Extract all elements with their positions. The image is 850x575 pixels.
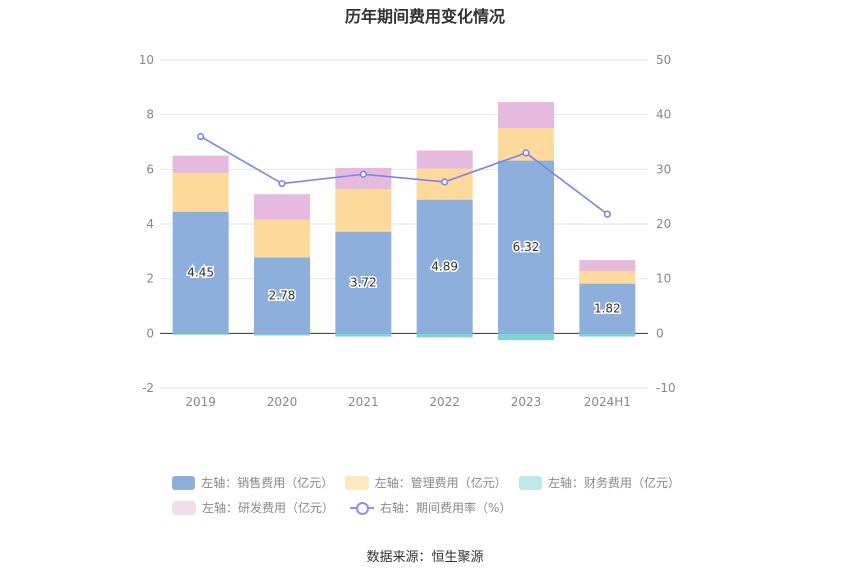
bar-sales xyxy=(416,199,473,334)
bar-finance xyxy=(579,333,636,337)
legend-item-admin[interactable]: 左轴：管理费用（亿元） xyxy=(345,474,507,491)
data-source: 数据来源：恒生聚源 xyxy=(366,550,484,565)
legend-swatch-finance xyxy=(518,475,542,490)
x-tick-label: 2019 xyxy=(185,395,216,409)
x-tick-label: 2024H1 xyxy=(584,395,631,409)
legend: 左轴：销售费用（亿元） 左轴：管理费用（亿元） 左轴：财务费用（亿元） 左轴：研… xyxy=(172,470,692,520)
y-left-tick-label: -2 xyxy=(142,381,154,395)
y-left-tick-label: 0 xyxy=(146,326,154,340)
legend-swatch-rnd xyxy=(172,500,196,515)
data-label-sales: 3.72 xyxy=(350,275,377,289)
bar-finance xyxy=(335,333,392,337)
bar-finance xyxy=(498,333,554,341)
legend-item-rate[interactable]: 右轴：期间费用率（%） xyxy=(350,499,511,516)
bar-admin xyxy=(579,271,636,284)
bar-sales xyxy=(254,257,310,334)
legend-swatch-sales xyxy=(172,475,196,490)
bar-rnd xyxy=(254,194,310,220)
y-right-tick-label: 40 xyxy=(656,108,671,122)
bar-finance xyxy=(416,333,473,338)
legend-label-sales: 左轴：销售费用（亿元） xyxy=(201,476,334,490)
bar-sales xyxy=(335,231,392,334)
x-tick-label: 2020 xyxy=(267,395,298,409)
bar-rnd xyxy=(498,102,554,129)
point-rate xyxy=(603,210,611,218)
point-rate xyxy=(197,132,205,141)
legend-item-sales[interactable]: 左轴：销售费用（亿元） xyxy=(172,474,334,491)
bar-admin xyxy=(335,189,392,232)
legend-item-finance[interactable]: 左轴：财务费用（亿元） xyxy=(518,474,680,491)
bar-admin xyxy=(254,219,310,258)
data-label-sales: 6.32 xyxy=(513,240,540,254)
bar-rnd xyxy=(335,167,392,190)
legend-item-rnd[interactable]: 左轴：研发费用（亿元） xyxy=(172,499,334,516)
point-rate xyxy=(441,178,449,186)
bar-rnd xyxy=(172,155,229,173)
bar-finance xyxy=(254,333,310,336)
y-left-tick-label: 10 xyxy=(139,53,154,67)
y-left-tick-label: 2 xyxy=(146,272,154,286)
bar-sales xyxy=(172,211,229,334)
x-tick-label: 2022 xyxy=(429,395,460,409)
x-tick-label: 2023 xyxy=(511,395,542,409)
y-right-tick-label: 0 xyxy=(656,326,664,340)
bar-rnd xyxy=(579,260,636,272)
point-rate xyxy=(278,179,286,188)
legend-label-rate: 右轴：期间费用率（%） xyxy=(380,501,512,515)
x-tick-label: 2021 xyxy=(348,395,379,409)
y-right-tick-label: 20 xyxy=(656,217,671,231)
y-right-tick-label: 30 xyxy=(656,162,671,176)
legend-swatch-admin xyxy=(345,475,369,490)
y-left-tick-label: 4 xyxy=(146,217,154,231)
data-label-sales: 4.89 xyxy=(431,260,458,274)
data-label-sales: 2.78 xyxy=(269,288,296,302)
point-rate xyxy=(359,170,367,178)
legend-label-rnd: 左轴：研发费用（亿元） xyxy=(202,501,335,515)
bar-rnd xyxy=(416,150,473,169)
bar-sales xyxy=(498,160,554,334)
legend-swatch-rate xyxy=(350,501,375,515)
y-right-tick-label: -10 xyxy=(656,381,676,395)
y-left-tick-label: 6 xyxy=(146,162,154,176)
data-label-sales: 1.82 xyxy=(594,301,621,315)
y-right-tick-label: 50 xyxy=(656,53,671,67)
line-rate xyxy=(200,135,608,215)
chart-title: 历年期间费用变化情况 xyxy=(344,7,505,26)
legend-label-finance: 左轴：财务费用（亿元） xyxy=(547,476,680,490)
data-label-sales: 4.45 xyxy=(187,266,214,280)
y-right-tick-label: 10 xyxy=(656,272,671,286)
bar-admin xyxy=(172,172,229,212)
bar-finance xyxy=(172,333,229,335)
point-rate xyxy=(522,149,530,157)
y-left-tick-label: 8 xyxy=(146,108,154,122)
legend-label-admin: 左轴：管理费用（亿元） xyxy=(374,476,507,490)
bar-sales xyxy=(579,283,636,334)
